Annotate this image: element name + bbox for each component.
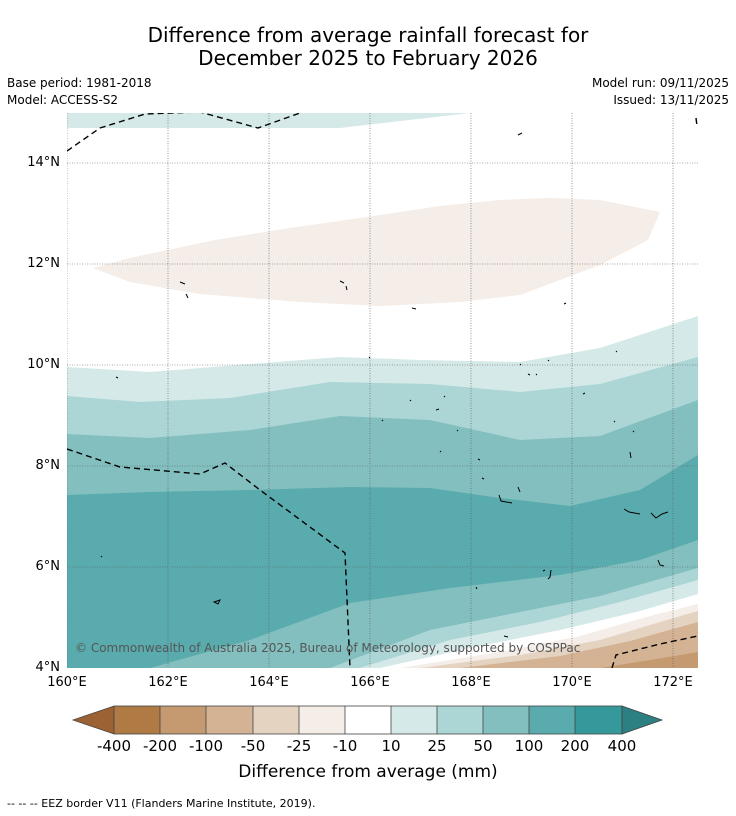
map-title-line2: December 2025 to February 2026: [198, 46, 538, 70]
lat-label: 10°N: [27, 357, 60, 372]
lat-label: 12°N: [27, 256, 60, 271]
base-period: Base period: 1981-2018: [7, 76, 152, 90]
copyright-notice: © Commonwealth of Australia 2025, Bureau…: [75, 641, 581, 655]
band-10-25-north: [67, 113, 470, 128]
model-run: Model run: 09/11/2025: [591, 76, 729, 90]
colorbar-tick: -200: [142, 737, 178, 755]
colorbar-swatch: [391, 706, 437, 734]
lon-label: 160°E: [47, 675, 87, 690]
colorbar-tick: 400: [607, 737, 637, 755]
colorbar-tick: 100: [514, 737, 544, 755]
band-neg100-neg50-south: [460, 622, 698, 668]
eez-legend-note: -- -- -- EEZ border V11 (Flanders Marine…: [7, 797, 316, 810]
map-title-line1: Difference from average rainfall forecas…: [147, 23, 589, 47]
issued-date: Issued: 13/11/2025: [613, 93, 729, 107]
rainfall-anomaly-map: [67, 113, 698, 668]
lat-label: 8°N: [35, 458, 61, 473]
lon-label: 164°E: [249, 675, 289, 690]
lon-label: 172°E: [653, 675, 693, 690]
lat-label: 14°N: [27, 155, 60, 170]
colorbar-swatch: [299, 706, 345, 734]
colorbar-swatch: [437, 706, 483, 734]
lon-label: 166°E: [350, 675, 390, 690]
colorbar-tick: 50: [473, 737, 493, 755]
graticule: [67, 113, 698, 668]
colorbar-swatch: [345, 706, 391, 734]
colorbar-swatch: [114, 706, 160, 734]
islands: [100, 132, 669, 638]
band-neg200-neg100-south: [600, 652, 698, 668]
colorbar-tick: 25: [427, 737, 447, 755]
colorbar-swatch: [206, 706, 253, 734]
lon-label: 162°E: [148, 675, 188, 690]
colorbar-swatch: [529, 706, 575, 734]
colorbar-swatch: [483, 706, 529, 734]
model-name: Model: ACCESS-S2: [7, 93, 119, 107]
colorbar: [71, 705, 664, 735]
lat-label: 6°N: [35, 559, 61, 574]
colorbar-tick: 200: [560, 737, 590, 755]
colorbar-tick: -400: [96, 737, 132, 755]
lon-label: 170°E: [552, 675, 592, 690]
colorbar-extend-low: [71, 705, 115, 735]
colorbar-swatch: [160, 706, 206, 734]
colorbar-tick: -50: [240, 737, 266, 755]
colorbar-tick: -25: [286, 737, 312, 755]
band-neg25-neg10: [93, 198, 660, 306]
lat-label: 4°N: [35, 660, 61, 675]
colorbar-title: Difference from average (mm): [238, 762, 498, 782]
eez-borders: [67, 113, 698, 668]
colorbar-tick: -10: [332, 737, 358, 755]
colorbar-swatch: [253, 706, 299, 734]
colorbar-extend-high: [621, 705, 664, 735]
colorbar-tick: 10: [381, 737, 401, 755]
colorbar-swatch: [575, 706, 622, 734]
colorbar-tick: -100: [188, 737, 224, 755]
lon-label: 168°E: [451, 675, 491, 690]
